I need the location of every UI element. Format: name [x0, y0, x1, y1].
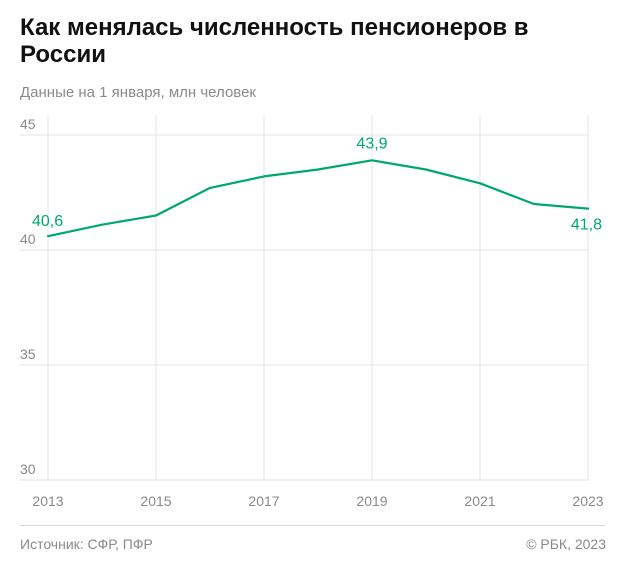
line-chart: 30 35 40 45 2013 2015 2017 2019 2021 2023 40,6 43,9… — [20, 115, 604, 509]
series-line — [46, 159, 590, 238]
copyright-note: © РБК, 2023 — [526, 536, 606, 552]
x-tick-label: 2015 — [140, 493, 171, 509]
chart-title: Как менялась численность пенсионеров в Р… — [20, 14, 529, 68]
y-tick-label: 35 — [20, 346, 36, 362]
x-tick-label: 2017 — [248, 493, 279, 509]
y-tick-label: 30 — [20, 461, 36, 477]
footer-divider — [20, 525, 605, 526]
x-tick-label: 2019 — [356, 493, 387, 509]
data-label: 40,6 — [32, 213, 63, 230]
x-tick-label: 2013 — [32, 493, 63, 509]
data-label: 43,9 — [356, 135, 387, 152]
data-label: 41,8 — [571, 217, 602, 234]
source-note: Источник: СФР, ПФР — [20, 536, 153, 552]
x-tick-label: 2021 — [464, 493, 495, 509]
x-tick-label: 2023 — [572, 493, 603, 509]
chart-subtitle: Данные на 1 января, млн человек — [20, 84, 256, 101]
y-tick-label: 40 — [20, 231, 36, 247]
y-tick-label: 45 — [20, 116, 36, 132]
